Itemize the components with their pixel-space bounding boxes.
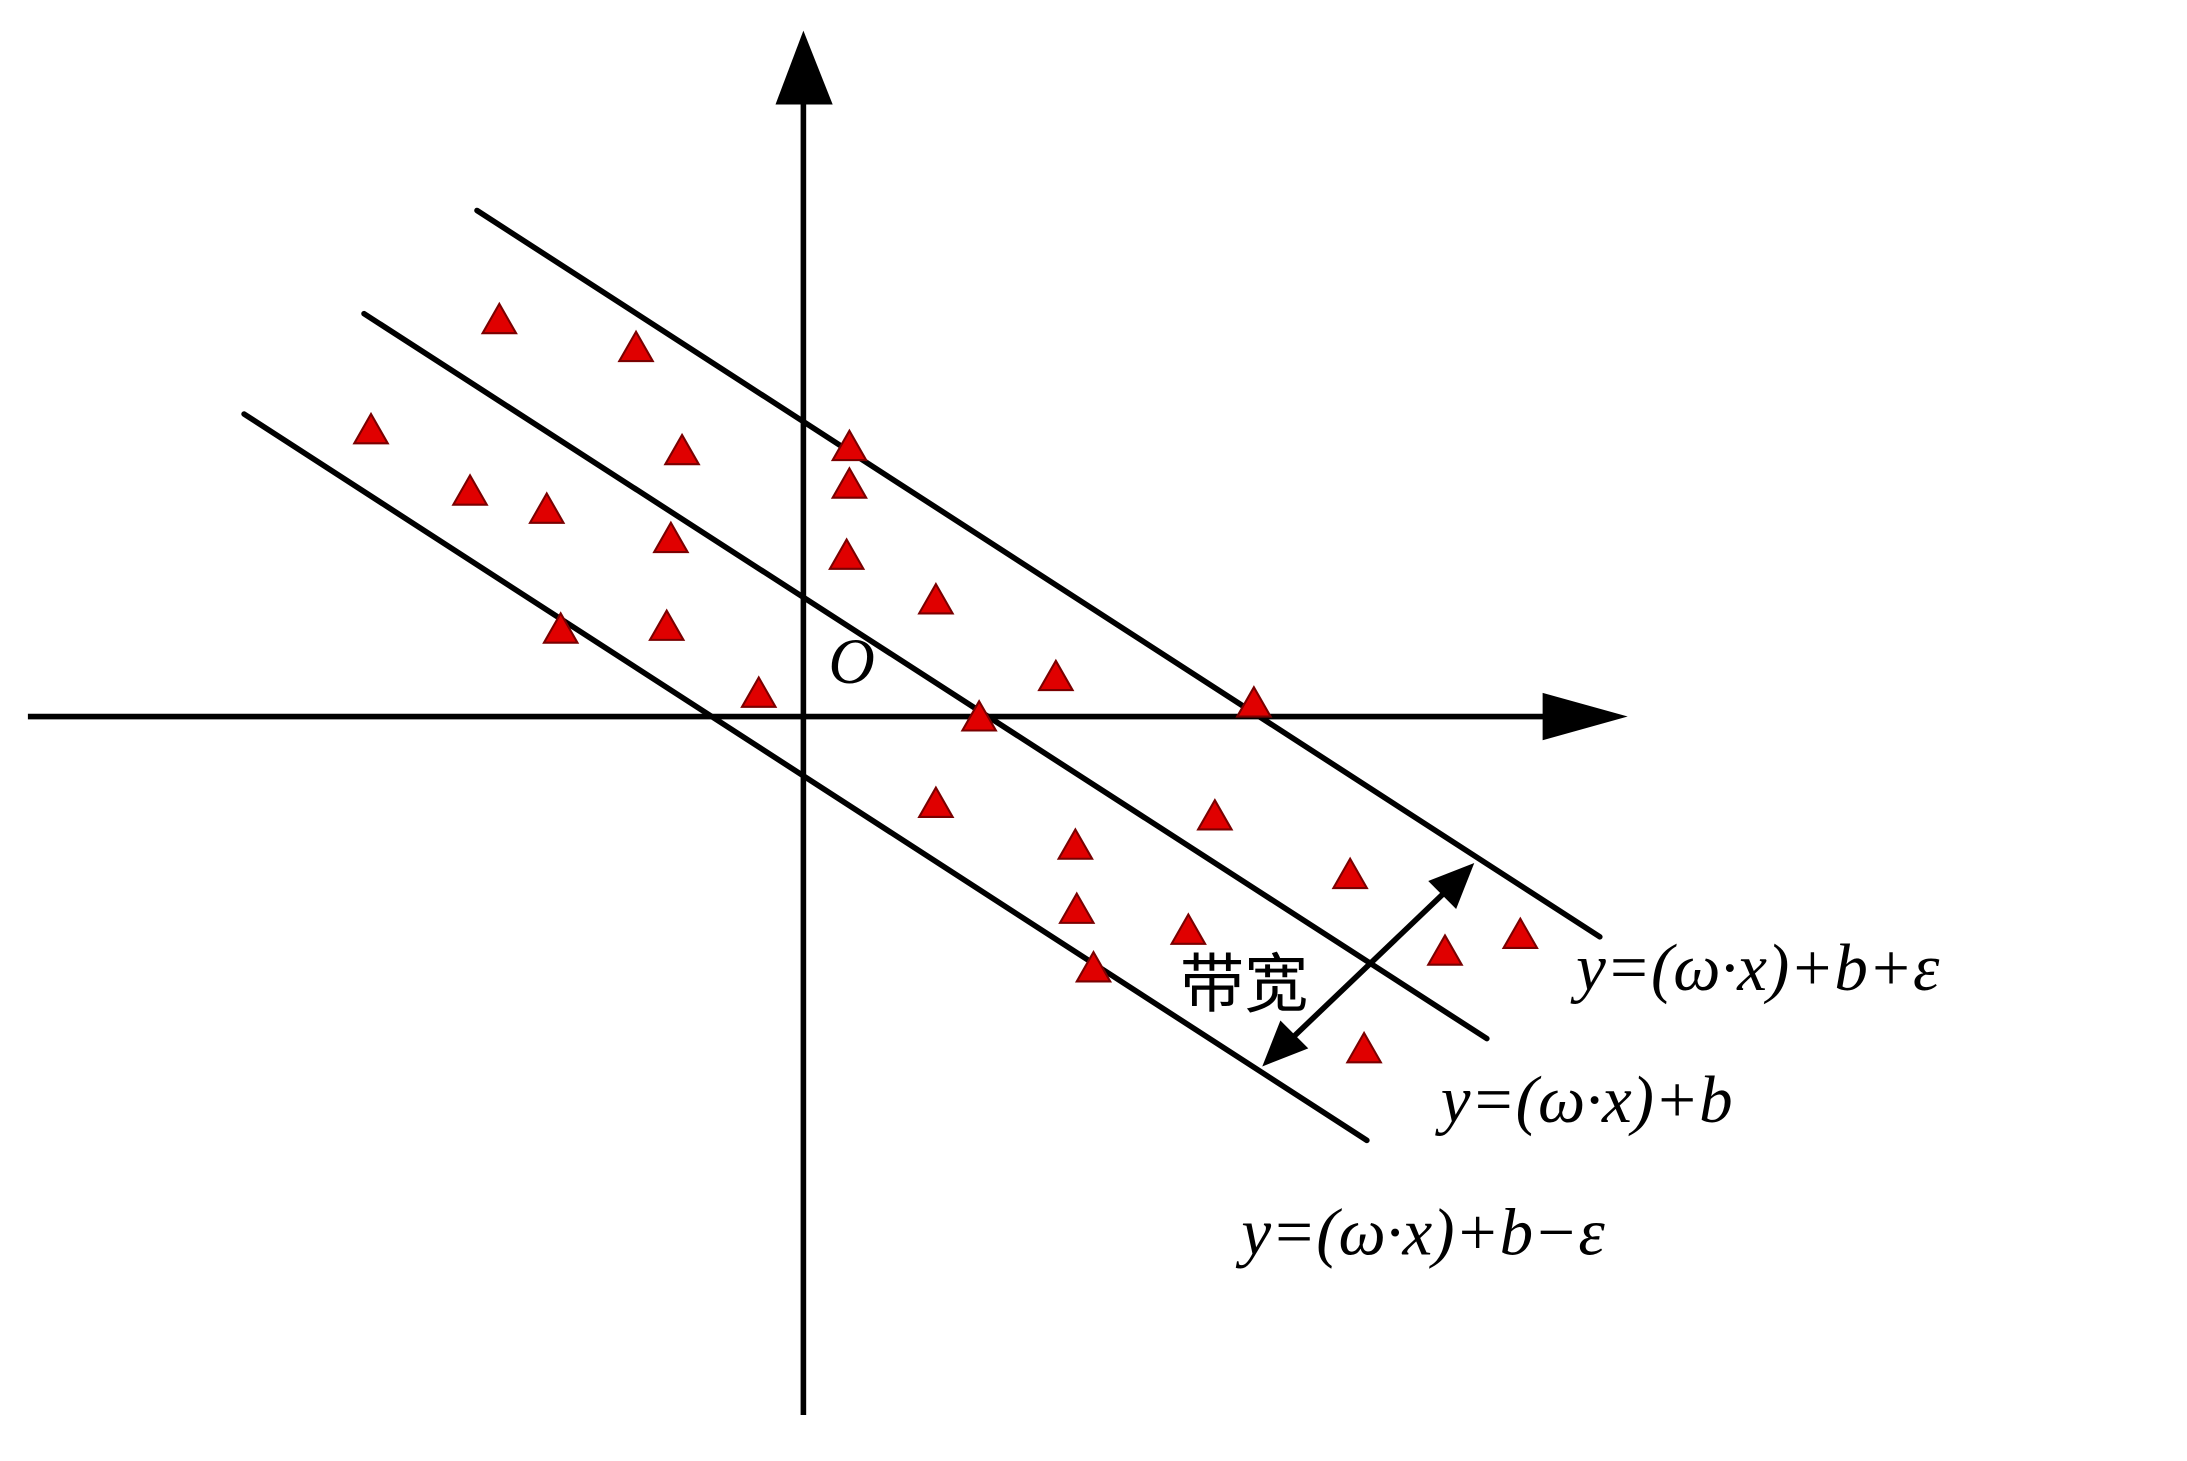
data-point-triangle [1196,798,1234,831]
upper-boundary-line [474,207,1603,940]
lower-line-label: y=(ω·x)+b−ε [1235,1196,1605,1270]
data-point-triangle [480,301,518,335]
data-point-triangle [542,611,580,644]
data-point-triangle [528,491,566,524]
data-point-triangle [960,699,998,732]
data-point-triangle [663,432,701,466]
data-point-triangle [1501,916,1539,950]
data-point-triangle [917,582,955,615]
bandwidth-label: 带宽 [1180,948,1308,1023]
x-axis-arrow-icon [1542,692,1628,741]
data-point-triangle [1169,912,1207,945]
data-point-triangle [740,675,778,708]
data-point-triangle [652,520,690,554]
data-point-triangle [648,608,686,641]
y-axis-arrow-icon [775,30,833,105]
data-point-triangle [1074,950,1113,983]
data-point-triangle [352,411,390,445]
data-point-triangle [1345,1030,1383,1064]
data-point-triangle [1056,827,1094,860]
bandwidth-arrow-head-down-icon [1262,1020,1309,1067]
data-point-triangle [1058,891,1096,924]
data-point-triangle [1331,856,1369,890]
bandwidth-arrow-head-up-icon [1428,862,1475,909]
lower-boundary-line [241,411,1370,1144]
data-point-triangle [830,428,868,462]
data-point-triangle [828,537,866,570]
upper-line-label: y=(ω·x)+b+ε [1570,931,1940,1005]
data-point-triangle [1426,933,1464,966]
data-point-triangle [1037,658,1075,692]
regression-line [361,310,1490,1042]
bandwidth-arrow [1288,887,1450,1043]
data-points [352,301,1539,1064]
origin-label: O [828,626,874,697]
data-point-triangle [617,329,655,363]
data-point-triangle [451,473,489,506]
data-point-triangle [830,466,868,499]
middle-line-label: y=(ω·x)+b [1435,1063,1733,1137]
data-point-triangle [917,785,955,818]
data-point-triangle [1235,685,1273,718]
